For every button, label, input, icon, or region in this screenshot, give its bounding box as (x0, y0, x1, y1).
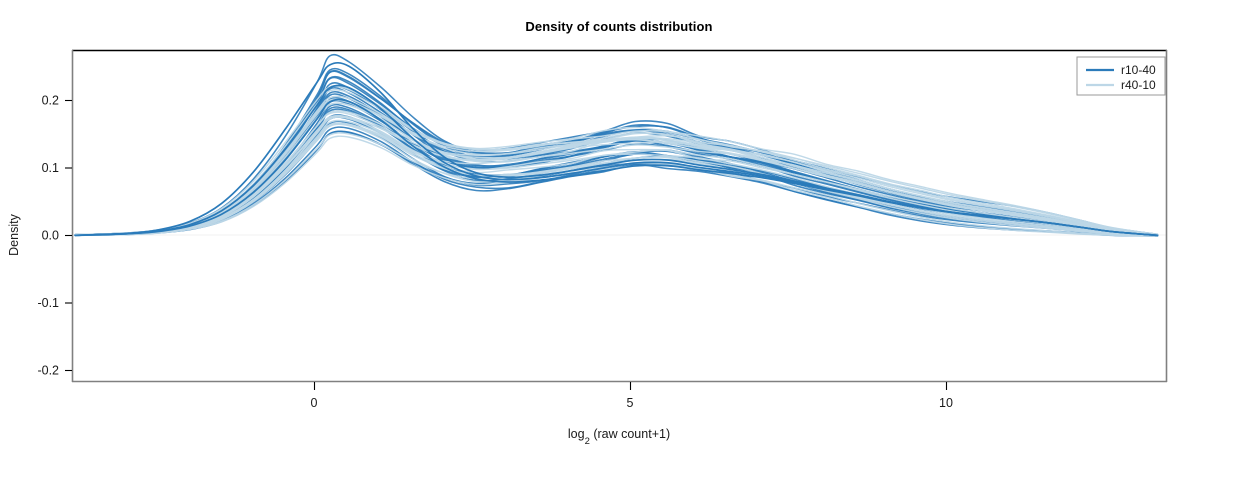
x-axis-title-subscript: 2 (585, 436, 590, 447)
density-curve-peak-outlier (74, 98, 1159, 237)
y-tick-label: 0.0 (42, 229, 59, 243)
y-tick-label: 0.2 (42, 94, 59, 108)
density-curve (74, 135, 1159, 237)
chart-legend: r10-40 r40-10 (1076, 56, 1166, 96)
legend-box (1076, 56, 1166, 96)
y-tick-label: -0.1 (37, 296, 59, 310)
density-curve (74, 89, 1159, 236)
legend-label-r10-40: r10-40 (1121, 63, 1156, 77)
x-axis: 0 5 10 (311, 382, 953, 410)
chart-title: Density of counts distribution (525, 19, 713, 34)
x-tick-label: 10 (939, 396, 953, 410)
y-axis: 0.2 0.1 0.0 -0.1 -0.2 (37, 94, 72, 378)
x-axis-title-suffix: (raw count+1) (590, 427, 670, 441)
legend-label-r40-10: r40-10 (1121, 78, 1156, 92)
y-tick-label: -0.2 (37, 364, 59, 378)
density-curve (74, 99, 1159, 236)
density-curve (74, 114, 1159, 236)
x-axis-title-prefix: log (568, 427, 585, 441)
density-curve (74, 98, 1159, 236)
x-tick-label: 0 (311, 396, 318, 410)
x-tick-label: 5 (627, 396, 634, 410)
x-axis-title: log2 (raw count+1) (568, 427, 670, 447)
y-tick-label: 0.1 (42, 161, 59, 175)
density-curve (74, 85, 1159, 236)
density-curve-bundle (74, 53, 1159, 237)
density-curve (74, 111, 1159, 237)
y-axis-title: Density (7, 213, 21, 255)
